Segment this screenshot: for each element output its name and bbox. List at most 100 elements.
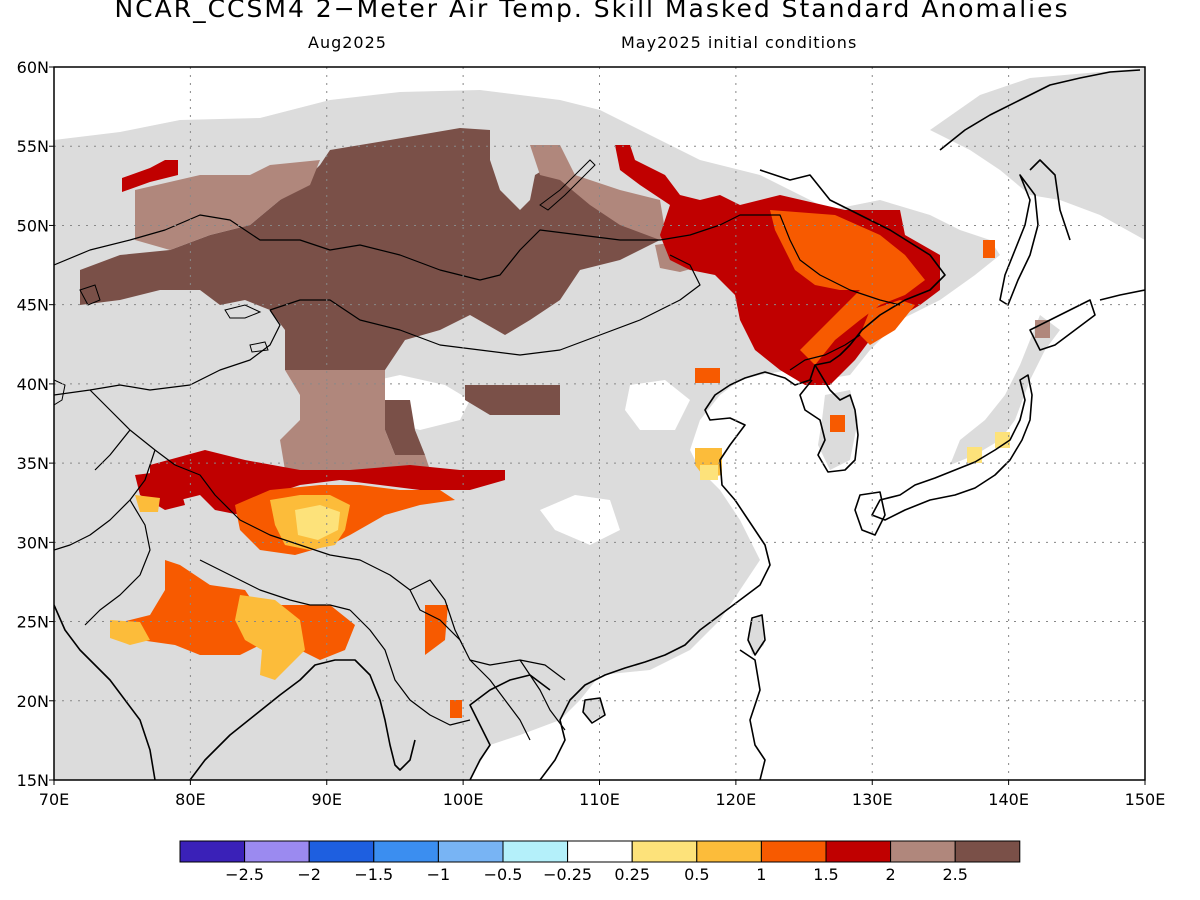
coastlines <box>54 69 1145 780</box>
colorbar-label: 1 <box>756 865 766 884</box>
colorbar-label: −0.5 <box>484 865 523 884</box>
lat-tick-label: 45N <box>17 296 49 315</box>
anomaly-region-2-5-north <box>80 128 660 370</box>
lat-tick-label: 55N <box>17 137 49 156</box>
colorbar-swatch <box>631 840 698 863</box>
issyk-kul <box>249 341 269 353</box>
indochina-borders <box>469 659 566 741</box>
lon-tick-label: 100E <box>443 790 484 809</box>
china-west-border <box>174 464 566 681</box>
anomaly-region-0-25-japan-a <box>967 447 982 463</box>
anomaly-region-2-5-tibetnorth <box>385 400 425 455</box>
colorbar-label: 2 <box>886 865 896 884</box>
anomaly-region-2-tibet <box>280 370 430 470</box>
masked-far-east <box>930 68 1145 240</box>
kazakhstan-border <box>54 309 281 396</box>
colorbar-label: 0.25 <box>614 865 650 884</box>
colorbar <box>179 840 1021 863</box>
colorbar-swatch <box>502 840 569 863</box>
anomaly-region-1-bangladesh <box>300 605 355 660</box>
colorbar-label: −1.5 <box>354 865 393 884</box>
white-gap-northchina <box>625 380 690 430</box>
indochina-coast <box>469 674 551 780</box>
arabian-sea-coast <box>54 604 156 780</box>
colorbar-swatch <box>825 840 892 863</box>
okhotsk-coast <box>939 69 1141 241</box>
anomaly-region-1-liaoning <box>860 300 915 345</box>
anomaly-region-2-baikal <box>530 145 665 240</box>
colorbar-label: −2.5 <box>225 865 264 884</box>
lon-tick-label: 130E <box>852 790 893 809</box>
sakhalin-island <box>999 174 1039 306</box>
lake-balkhash <box>224 304 262 319</box>
anomaly-region-1-5-northeast-china <box>615 145 940 385</box>
korea-china-border <box>789 334 861 371</box>
kamchatka-kuril-hint <box>1099 289 1145 301</box>
lon-tick-label: 120E <box>716 790 757 809</box>
anomaly-region-0-25-hubei <box>700 465 718 480</box>
taiwan-island <box>747 614 766 656</box>
map-layers <box>54 68 1145 780</box>
lakes <box>54 159 596 406</box>
anomaly-region-2-west <box>135 160 320 250</box>
lat-tick-label: 20N <box>17 692 49 711</box>
lon-tick-label: 140E <box>988 790 1029 809</box>
lon-tick-label: 80E <box>175 790 205 809</box>
lat-tick-label: 40N <box>17 375 49 394</box>
east-asia-coastline <box>539 169 946 780</box>
colorbar-swatch <box>244 840 310 863</box>
colorbar-swatch <box>437 840 504 863</box>
colorbar-swatch <box>890 840 956 863</box>
mongolia-china-border <box>269 254 701 356</box>
lat-tick-label: 25N <box>17 613 49 632</box>
longitude-axis: 70E 80E 90E 100E 110E 120E 130E 140E 150E <box>39 780 1166 809</box>
colorbar-swatch <box>760 840 827 863</box>
anomaly-region-2-sakhalin <box>1035 320 1050 338</box>
colorbar-label: 1.5 <box>813 865 838 884</box>
japan-honshu <box>871 374 1033 521</box>
lat-tick-label: 50N <box>17 216 49 235</box>
anomaly-region-1-manchuria <box>770 210 925 365</box>
anomaly-region-0-5-west <box>110 620 150 645</box>
anomaly-region-1-5-kashmir <box>135 470 185 510</box>
anomaly-region-1-5-tibet-south <box>150 450 505 515</box>
anomaly-region-1-sakhalin <box>983 240 995 258</box>
anomaly-region-0-25-tibet-core <box>295 505 340 540</box>
colorbar-swatch <box>696 840 762 863</box>
colorbar-label: 2.5 <box>942 865 967 884</box>
lon-tick-label: 90E <box>312 790 342 809</box>
myanmar-borders <box>349 579 471 726</box>
hainan-island <box>582 697 606 724</box>
india-nepal-border <box>199 559 351 611</box>
aral-sea <box>79 284 101 306</box>
central-asia-borders <box>54 389 176 551</box>
anomaly-region-1-thailand <box>450 700 462 718</box>
lat-tick-label: 30N <box>17 533 49 552</box>
lat-tick-label: 15N <box>17 771 49 790</box>
lon-tick-label: 150E <box>1125 790 1166 809</box>
colorbar-label: −2 <box>297 865 321 884</box>
russia-southern-border <box>54 214 901 306</box>
colorbar-swatch <box>308 840 375 863</box>
colorbar-swatch <box>373 840 439 863</box>
colorbar-labels: −2.5 −2 −1.5 −1 −0.5 −0.25 0.25 0.5 1 1.5 2 2.5 <box>225 865 968 884</box>
philippines-luzon <box>739 649 766 780</box>
anomaly-region-2-5-mongolia <box>465 385 560 415</box>
masked-hainan <box>583 698 604 722</box>
india-pakistan-border <box>84 499 151 626</box>
anomaly-region-0-5-india <box>235 595 305 680</box>
anomaly-region-0-5-pamir <box>135 495 160 512</box>
map-title: NCAR_CCSM4 2−Meter Air Temp. Skill Maske… <box>114 0 1070 23</box>
colorbar-label: −1 <box>427 865 451 884</box>
japan-hokkaido <box>1029 299 1096 351</box>
lon-tick-label: 110E <box>579 790 620 809</box>
caspian-hint <box>54 379 66 406</box>
masked-japan <box>950 315 1060 465</box>
japan-kyushu <box>854 491 886 536</box>
anomaly-region-1-shandong <box>695 368 720 383</box>
lake-baikal <box>539 159 596 211</box>
target-month-label: Aug2025 <box>308 33 387 52</box>
colorbar-swatch <box>567 840 633 863</box>
latitude-axis: 15N 20N 25N 30N 35N 40N 45N 50N 55N 60N <box>17 58 54 790</box>
korea-coastline <box>799 364 859 473</box>
